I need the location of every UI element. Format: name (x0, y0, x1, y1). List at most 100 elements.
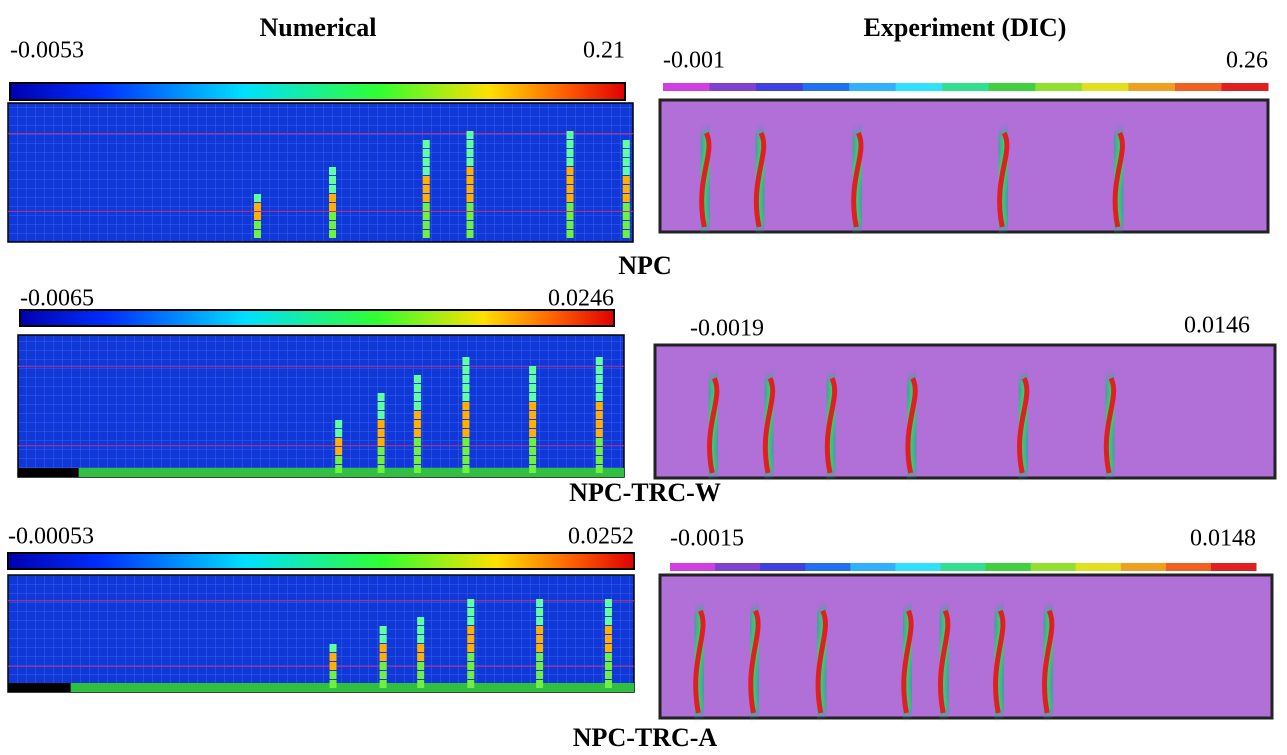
crack-cell (566, 212, 574, 220)
crack-cell (254, 221, 261, 229)
strain-band (1112, 131, 1125, 228)
crack-cell (467, 644, 475, 652)
crack-cell (467, 680, 475, 688)
crack-cell (462, 402, 470, 410)
crack-cell (329, 680, 337, 688)
crack-cell (377, 465, 385, 473)
crack-cell (595, 384, 603, 392)
crack-cell (622, 194, 630, 202)
crack-cell (536, 644, 544, 652)
crack-cell (329, 194, 336, 202)
specimen-label: NPC (618, 251, 671, 280)
crack-cell (622, 203, 630, 211)
strain-band (937, 609, 951, 714)
crack-cell (329, 203, 336, 211)
color-bar-step (940, 563, 987, 571)
crack-cell (413, 375, 421, 383)
color-bar-step (1128, 83, 1176, 91)
crack-cell (566, 140, 574, 148)
crack-cell (566, 167, 574, 175)
crack-cell (329, 662, 337, 670)
crack-cell (529, 411, 537, 419)
crack-cell (595, 366, 603, 374)
crack-cell (467, 626, 475, 634)
crack-cell (413, 438, 421, 446)
strain-band (815, 609, 828, 714)
crack-cell (462, 447, 470, 455)
crack-cell (566, 194, 574, 202)
crack-cell (466, 131, 474, 139)
crack-cell (377, 402, 385, 410)
crack-cell (566, 131, 574, 139)
crack-cell (422, 230, 430, 238)
crack-cell (622, 221, 630, 229)
crack-cell (466, 158, 474, 166)
strain-band (997, 131, 1010, 228)
crack-cell (595, 420, 603, 428)
crack-cell (377, 411, 385, 419)
column-heading: Experiment (DIC) (864, 13, 1067, 42)
crack-cell (622, 185, 630, 193)
crack-cell (529, 447, 537, 455)
crack-cell (566, 221, 574, 229)
crack-cell (335, 438, 343, 446)
crack-cell (422, 158, 430, 166)
support (18, 468, 79, 477)
crack-cell (595, 438, 603, 446)
crack-cell (622, 212, 630, 220)
crack-cell (529, 465, 537, 473)
crack-cell (254, 203, 261, 211)
scale-max: 0.0148 (1190, 526, 1256, 552)
color-bar-step (709, 83, 757, 91)
crack-cell (529, 375, 537, 383)
strain-band (748, 609, 761, 714)
crack-cell (377, 420, 385, 428)
crack-cell (466, 149, 474, 157)
dic-image (653, 343, 1277, 480)
crack-cell (422, 194, 430, 202)
scale-max: 0.0252 (568, 524, 634, 550)
color-bar (19, 309, 615, 327)
crack-cell (329, 221, 336, 229)
crack-cell (417, 644, 425, 652)
color-bar-step (985, 563, 1032, 571)
color-bar-step (663, 83, 711, 91)
crack-cell (462, 429, 470, 437)
crack-cell (604, 653, 612, 661)
textile-layer (70, 683, 635, 692)
color-bar-step (988, 83, 1036, 91)
crack-cell (379, 671, 387, 679)
crack-cell (467, 608, 475, 616)
crack-cell (595, 357, 603, 365)
crack-cell (536, 608, 544, 616)
crack-cell (467, 599, 475, 607)
crack-cell (622, 149, 630, 157)
crack-cell (329, 167, 336, 175)
crack-cell (466, 221, 474, 229)
crack-cell (467, 635, 475, 643)
strain-band (993, 609, 1006, 714)
crack-cell (536, 635, 544, 643)
crack-cell (462, 375, 470, 383)
strain-band (824, 377, 838, 474)
color-bar-step (1165, 563, 1212, 571)
crack-cell (566, 185, 574, 193)
color-bar-step (1035, 83, 1083, 91)
color-bar-step (760, 563, 806, 571)
strain-band (762, 377, 776, 474)
crack-cell (604, 626, 612, 634)
crack-cell (417, 680, 425, 688)
color-bar-step (1210, 563, 1257, 571)
specimen-label: NPC-TRC-W (569, 478, 721, 507)
crack-cell (467, 653, 475, 661)
crack-cell (466, 167, 474, 175)
crack-cell (536, 653, 544, 661)
crack-cell (413, 384, 421, 392)
crack-cell (466, 212, 474, 220)
crack-cell (462, 393, 470, 401)
crack-cell (529, 402, 537, 410)
crack-cell (566, 176, 574, 184)
strain-band (753, 131, 767, 228)
crack-cell (566, 230, 574, 238)
crack-cell (422, 221, 430, 229)
